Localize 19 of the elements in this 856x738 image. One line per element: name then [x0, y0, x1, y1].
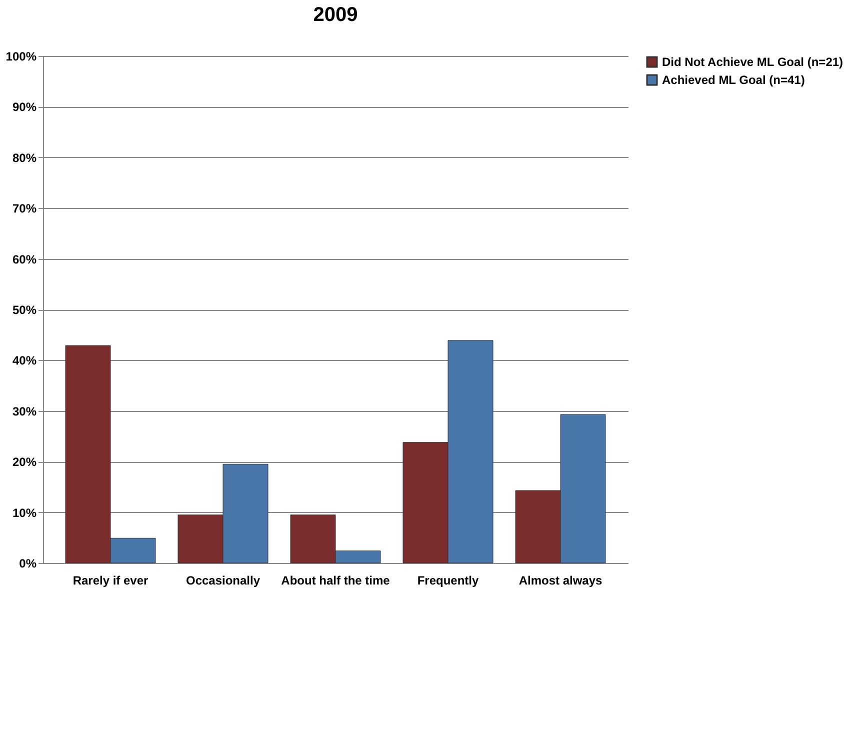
- x-tick-label: About half the time: [281, 574, 390, 588]
- y-tick-label: 30%: [12, 404, 37, 418]
- y-tick-label: 90%: [12, 100, 37, 114]
- y-tick-label: 0%: [19, 556, 37, 570]
- y-tick-label: 10%: [12, 506, 37, 520]
- x-tick-label: Almost always: [518, 574, 603, 588]
- legend-label: Achieved ML Goal (n=41): [662, 73, 805, 87]
- y-tick-label: 60%: [12, 252, 37, 266]
- x-tick-label: Occasionally: [186, 574, 260, 588]
- x-tick-label: Rarely if ever: [72, 574, 149, 588]
- y-tick-label: 50%: [12, 303, 37, 317]
- y-tick-label: 100%: [6, 50, 37, 64]
- x-tick-label: Frequently: [417, 574, 479, 588]
- legend-label: Did Not Achieve ML Goal (n=21): [662, 55, 844, 69]
- y-tick-label: 80%: [12, 150, 37, 165]
- chart-title: 2009: [313, 4, 358, 26]
- y-tick-label: 70%: [12, 202, 37, 216]
- y-tick-label: 20%: [12, 455, 37, 470]
- y-tick-label: 40%: [12, 354, 37, 368]
